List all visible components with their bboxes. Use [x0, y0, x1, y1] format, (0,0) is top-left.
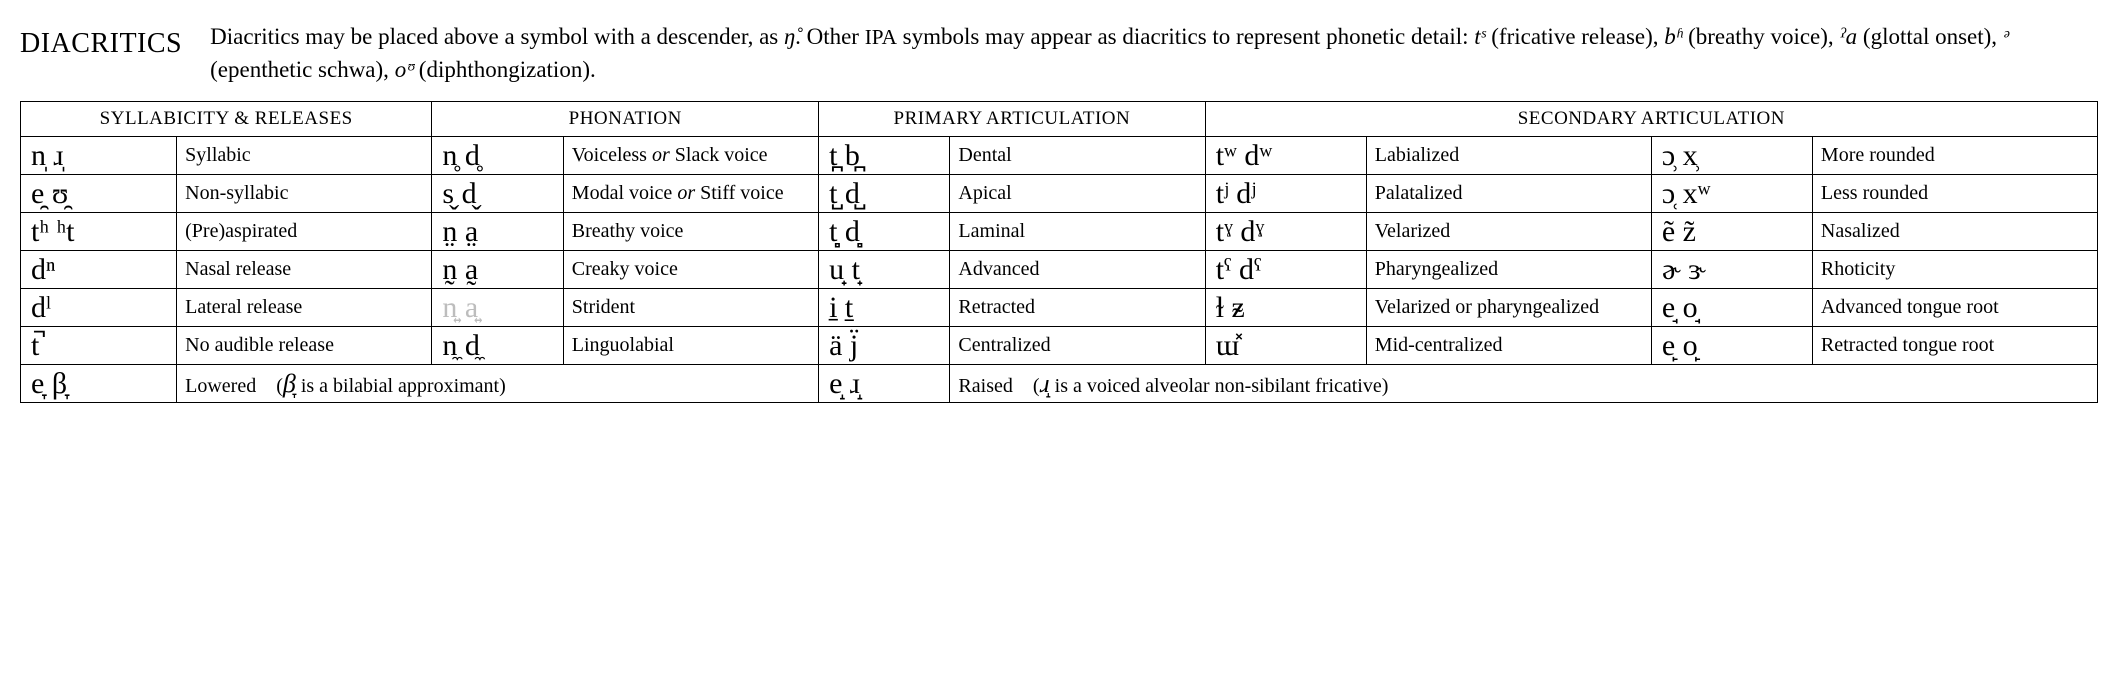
desc-text: . Other	[795, 24, 865, 49]
table-row: dⁿNasal releasen̰ a̰Creaky voiceu̟ t̟Adv…	[21, 250, 2098, 288]
section-title: DIACRITICS	[20, 20, 210, 60]
symbol-cell: n͍ a͍	[432, 288, 563, 326]
symbol-cell: ɫ ᵶ	[1205, 288, 1366, 326]
symbol-cell: ä j̈	[819, 326, 950, 364]
symbol-cell: tˠ dˠ	[1205, 212, 1366, 250]
symbol-cell: ɔ̜ xʷ	[1651, 174, 1812, 212]
symbol-cell: i̠ t̠	[819, 288, 950, 326]
symbol-cell: ɯ̽	[1205, 326, 1366, 364]
label-cell: Nasalized	[1812, 212, 2097, 250]
label-cell: Syllabic	[177, 136, 432, 174]
example-symbol: oᶷ	[395, 57, 413, 82]
label-cell: Velarized or pharyngealized	[1366, 288, 1651, 326]
label-cell: Voiceless or Slack voice	[563, 136, 818, 174]
example-label: (epenthetic schwa),	[210, 57, 395, 82]
symbol-cell: n̼ d̼	[432, 326, 563, 364]
symbol-cell: t̺ d̺	[819, 174, 950, 212]
label-cell: Linguolabial	[563, 326, 818, 364]
example-symbol: bʱ	[1664, 24, 1682, 49]
symbol-cell: e̙ o̙	[1651, 326, 1812, 364]
label-cell: Mid-centralized	[1366, 326, 1651, 364]
desc-text: Diacritics may be placed above a symbol …	[210, 24, 784, 49]
label-cell: Advanced	[950, 250, 1205, 288]
column-header-phonation: PHONATION	[432, 101, 819, 136]
desc-text: symbols may appear as diacritics to repr…	[897, 24, 1474, 49]
example-label: (breathy voice),	[1682, 24, 1839, 49]
table-row: t̚No audible releasen̼ d̼Linguolabialä j…	[21, 326, 2098, 364]
label-cell: Advanced tongue root	[1812, 288, 2097, 326]
example-label: (glottal onset),	[1857, 24, 2003, 49]
symbol-cell: n̤ a̤	[432, 212, 563, 250]
symbol-cell: dⁿ	[21, 250, 177, 288]
symbol-cell: e̞ β̞	[21, 364, 177, 402]
example-symbol: ˀa	[1839, 24, 1857, 49]
label-cell: Pharyngealized	[1366, 250, 1651, 288]
label-cell: Raised (ɹ̝ is a voiced alveolar non-sibi…	[950, 364, 2098, 402]
symbol-cell: e̯ ʊ̯	[21, 174, 177, 212]
label-cell: Modal voice or Stiff voice	[563, 174, 818, 212]
section-description: Diacritics may be placed above a symbol …	[210, 20, 2098, 87]
example-label: (diphthongization).	[413, 57, 596, 82]
column-header-primary: PRIMARY ARTICULATION	[819, 101, 1206, 136]
symbol-cell: n̰ a̰	[432, 250, 563, 288]
symbol-cell: t̻ d̻	[819, 212, 950, 250]
label-cell: Nasal release	[177, 250, 432, 288]
label-cell: Non-syllabic	[177, 174, 432, 212]
symbol-cell: dˡ	[21, 288, 177, 326]
label-cell: Retracted tongue root	[1812, 326, 2097, 364]
symbol-cell: u̟ t̟	[819, 250, 950, 288]
example-label: (fricative release),	[1486, 24, 1665, 49]
label-cell: Apical	[950, 174, 1205, 212]
label-cell: Dental	[950, 136, 1205, 174]
symbol-cell: e̝ ɹ̝	[819, 364, 950, 402]
symbol-cell: t̚	[21, 326, 177, 364]
table-row: n̩ ɹ̩Syllabicn̥ d̥Voiceless or Slack voi…	[21, 136, 2098, 174]
symbol-cell: tʲ dʲ	[1205, 174, 1366, 212]
symbol-cell: e̘ o̘	[1651, 288, 1812, 326]
label-cell: Strident	[563, 288, 818, 326]
symbol-cell: ɔ̹ x̹	[1651, 136, 1812, 174]
label-cell: Rhoticity	[1812, 250, 2097, 288]
symbol-cell: n̥ d̥	[432, 136, 563, 174]
label-cell: No audible release	[177, 326, 432, 364]
symbol-cell: n̩ ɹ̩	[21, 136, 177, 174]
label-cell: Less rounded	[1812, 174, 2097, 212]
label-cell: Centralized	[950, 326, 1205, 364]
symbol-cell: tʷ dʷ	[1205, 136, 1366, 174]
symbol-cell: tʰ ʰt	[21, 212, 177, 250]
symbol-cell: s̬ d̬	[432, 174, 563, 212]
symbol-cell: tˤ dˤ	[1205, 250, 1366, 288]
symbol-cell: ẽ z̃	[1651, 212, 1812, 250]
label-cell: Creaky voice	[563, 250, 818, 288]
label-cell: Velarized	[1366, 212, 1651, 250]
label-cell: More rounded	[1812, 136, 2097, 174]
table-row: tʰ ʰt(Pre)aspiratedn̤ a̤Breathy voicet̻ …	[21, 212, 2098, 250]
desc-ipa-abbr: IPA	[865, 25, 897, 49]
symbol-cell: ɚ ɝ	[1651, 250, 1812, 288]
label-cell: Retracted	[950, 288, 1205, 326]
label-cell: (Pre)aspirated	[177, 212, 432, 250]
desc-example-symbol: ŋ̊	[784, 24, 795, 49]
header: DIACRITICS Diacritics may be placed abov…	[20, 20, 2098, 87]
label-cell: Labialized	[1366, 136, 1651, 174]
label-cell: Breathy voice	[563, 212, 818, 250]
table-header-row: SYLLABICITY & RELEASES PHONATION PRIMARY…	[21, 101, 2098, 136]
label-cell: Palatalized	[1366, 174, 1651, 212]
example-symbol: ᵊ	[2003, 24, 2009, 49]
column-header-syllabicity: SYLLABICITY & RELEASES	[21, 101, 432, 136]
label-cell: Lateral release	[177, 288, 432, 326]
label-cell: Lowered (β̞ is a bilabial approximant)	[177, 364, 819, 402]
column-header-secondary: SECONDARY ARTICULATION	[1205, 101, 2097, 136]
diacritics-table: SYLLABICITY & RELEASES PHONATION PRIMARY…	[20, 101, 2098, 403]
table-bottom-row: e̞ β̞Lowered (β̞ is a bilabial approxima…	[21, 364, 2098, 402]
label-cell: Laminal	[950, 212, 1205, 250]
table-row: dˡLateral releasen͍ a͍Stridenti̠ t̠Retra…	[21, 288, 2098, 326]
symbol-cell: t̪ b̪	[819, 136, 950, 174]
table-row: e̯ ʊ̯Non-syllabics̬ d̬Modal voice or Sti…	[21, 174, 2098, 212]
example-symbol: tˢ	[1474, 24, 1485, 49]
